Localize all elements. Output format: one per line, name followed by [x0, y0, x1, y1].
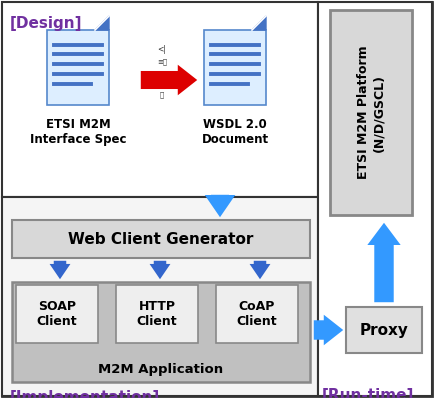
Bar: [216, 285, 298, 343]
Bar: [116, 285, 198, 343]
Bar: [47, 30, 109, 105]
Bar: [330, 10, 412, 215]
Text: Proxy: Proxy: [359, 322, 408, 338]
Bar: [318, 2, 432, 396]
Text: M2M Application: M2M Application: [99, 363, 224, 376]
Text: [Implementation]: [Implementation]: [10, 390, 160, 398]
Bar: [12, 220, 310, 258]
Bar: [12, 282, 310, 382]
Text: HTTP
Client: HTTP Client: [137, 300, 178, 328]
Polygon shape: [252, 16, 266, 30]
Text: [Run-time]: [Run-time]: [322, 388, 414, 398]
Bar: [204, 30, 266, 105]
Bar: [2, 2, 318, 197]
Text: ETSI M2M Platform
(N/D/GSCL): ETSI M2M Platform (N/D/GSCL): [357, 46, 385, 179]
Text: [Design]: [Design]: [10, 16, 82, 31]
Polygon shape: [95, 16, 109, 30]
Text: ≡뇨: ≡뇨: [157, 58, 167, 64]
Text: <|: <|: [158, 45, 167, 54]
Bar: [16, 285, 98, 343]
Text: Web Client Generator: Web Client Generator: [68, 232, 254, 246]
Text: CoAP
Client: CoAP Client: [237, 300, 277, 328]
Text: SOAP
Client: SOAP Client: [37, 300, 77, 328]
Text: WSDL 2.0
Document: WSDL 2.0 Document: [201, 118, 269, 146]
Bar: [346, 307, 422, 353]
Text: 귐: 귐: [160, 91, 164, 98]
Bar: [2, 197, 318, 396]
Text: ETSI M2M
Interface Spec: ETSI M2M Interface Spec: [30, 118, 126, 146]
